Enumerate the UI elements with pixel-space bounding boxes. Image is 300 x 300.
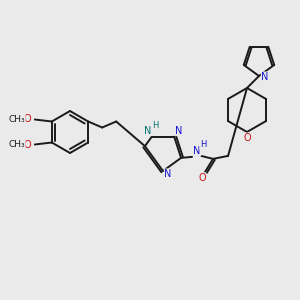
Text: N: N [144,126,152,136]
Text: CH₃: CH₃ [8,140,25,149]
Text: N: N [164,169,172,179]
Text: N: N [176,126,183,136]
Text: O: O [198,173,206,183]
Text: O: O [23,140,31,149]
Text: N: N [194,146,201,156]
Text: CH₃: CH₃ [8,115,25,124]
Text: O: O [23,115,31,124]
Text: N: N [261,72,269,82]
Text: O: O [243,133,251,143]
Text: H: H [152,121,158,130]
Text: H: H [200,140,206,149]
